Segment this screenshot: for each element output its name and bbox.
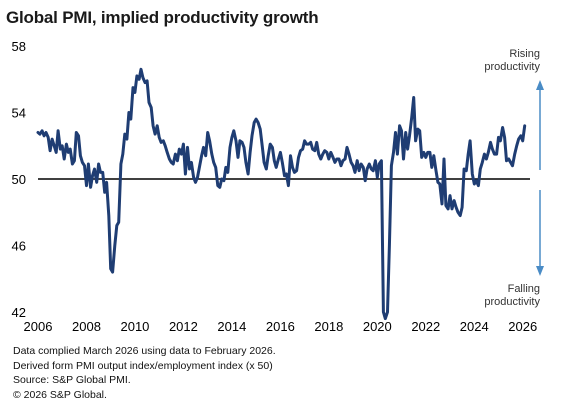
falling-label-line1: Falling bbox=[508, 283, 540, 295]
falling-label-line2: productivity bbox=[484, 296, 540, 308]
y-tick-label: 46 bbox=[12, 239, 26, 254]
x-tick-label: 2012 bbox=[169, 319, 198, 334]
y-tick-label: 58 bbox=[12, 39, 26, 54]
footer-note-data: Data complied March 2026 using data to F… bbox=[13, 345, 276, 357]
chart-title: Global PMI, implied productivity growth bbox=[6, 8, 319, 27]
x-tick-label: 2026 bbox=[508, 319, 537, 334]
y-tick-label: 54 bbox=[12, 106, 26, 121]
footer-source: Source: S&P Global PMI. bbox=[13, 374, 131, 386]
rising-label-line1: Rising bbox=[509, 48, 540, 60]
y-tick-label: 50 bbox=[12, 172, 26, 187]
x-tick-label: 2010 bbox=[120, 319, 149, 334]
x-tick-label: 2006 bbox=[24, 319, 53, 334]
footer-note-derivation: Derived form PMI output index/employment… bbox=[13, 359, 273, 372]
x-tick-label: 2024 bbox=[460, 319, 489, 334]
productivity-series-line bbox=[36, 67, 527, 321]
footer-copyright: © 2026 S&P Global. bbox=[13, 388, 107, 401]
y-tick-label: 42 bbox=[12, 305, 26, 320]
x-tick-label: 2018 bbox=[314, 319, 343, 334]
x-tick-label: 2022 bbox=[411, 319, 440, 334]
rising-arrow-head bbox=[536, 80, 544, 90]
direction-arrows bbox=[536, 80, 544, 276]
chart-footer: Data complied March 2026 using data to F… bbox=[13, 344, 276, 402]
falling-arrow-head bbox=[536, 266, 544, 276]
x-tick-label: 2008 bbox=[72, 319, 101, 334]
y-axis-ticks: 42 46 50 54 58 bbox=[12, 39, 26, 320]
x-tick-label: 2016 bbox=[266, 319, 295, 334]
x-tick-label: 2020 bbox=[363, 319, 392, 334]
x-tick-label: 2014 bbox=[217, 319, 246, 334]
x-axis-ticks: 2006 2008 2010 2012 2014 2016 2018 2020 2022 2024… bbox=[24, 319, 538, 334]
rising-label-line2: productivity bbox=[484, 61, 540, 73]
